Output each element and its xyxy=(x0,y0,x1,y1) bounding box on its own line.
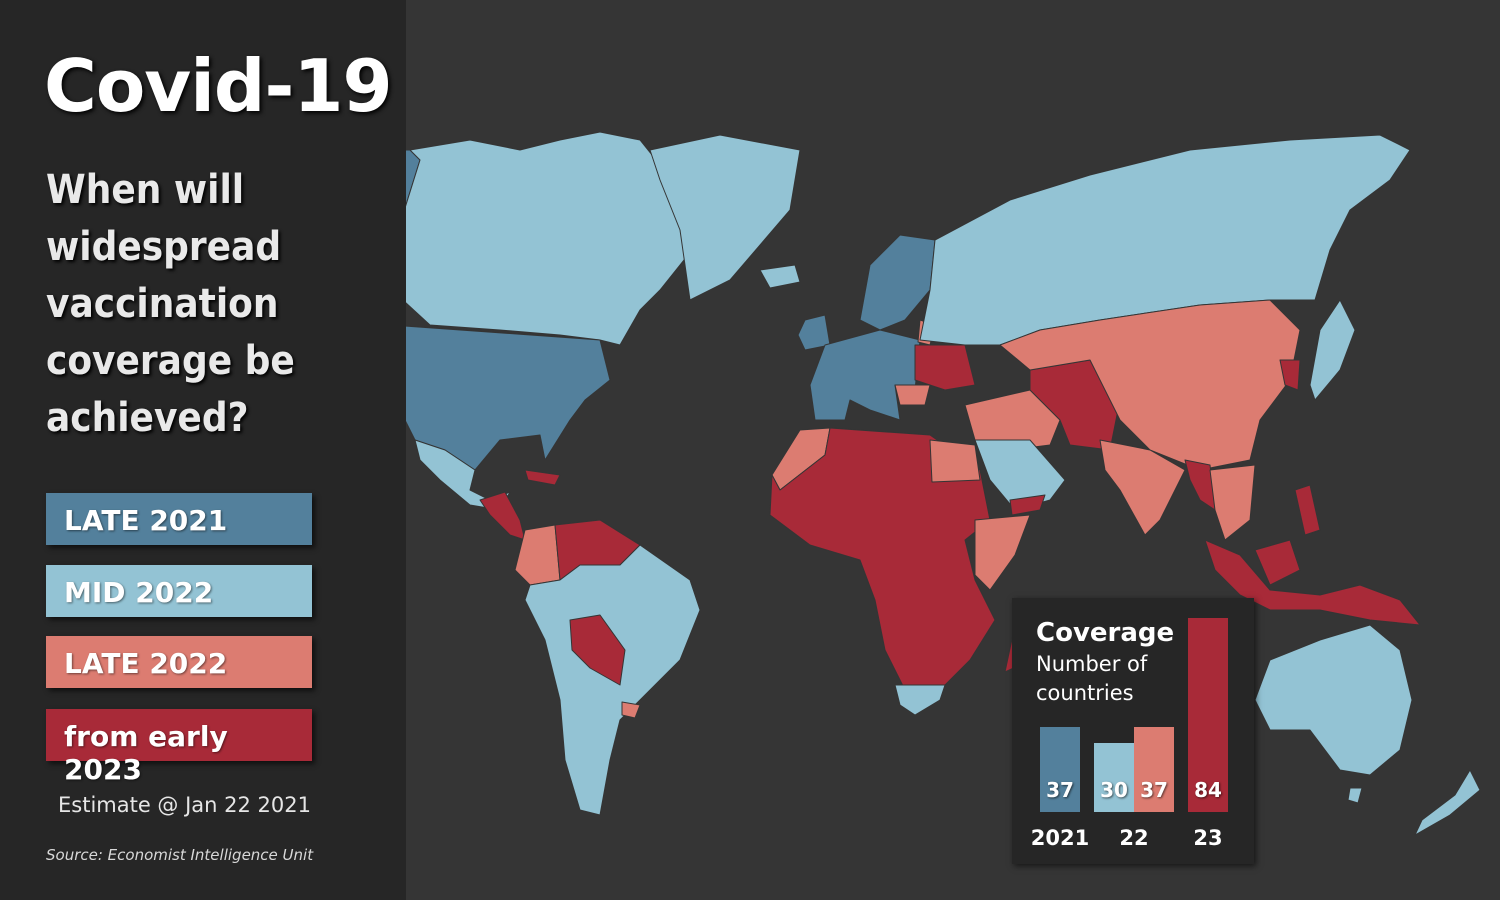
world-map xyxy=(406,131,1481,836)
map-region-new-zealand xyxy=(1414,769,1481,836)
map-region-australia xyxy=(1254,624,1413,776)
map-region-japan xyxy=(1309,299,1356,401)
coverage-bar-value: 37 xyxy=(1140,778,1168,802)
map-region-india xyxy=(1099,439,1186,536)
coverage-bar-from-early-2023: 84 xyxy=(1188,618,1228,812)
map-region-scandinavia xyxy=(859,234,936,331)
legend-label: from early 2023 xyxy=(64,720,228,786)
map-region-arabian-peninsula xyxy=(974,439,1066,511)
coverage-chart: Coverage Number of countries 37 30 37 84… xyxy=(1012,598,1254,864)
map-region-central-america xyxy=(479,491,526,541)
legend-late-2022: LATE 2022 xyxy=(46,636,312,688)
map-region-uk-ireland xyxy=(797,314,831,351)
map-region-bolivia-paraguay xyxy=(569,614,626,686)
legend-mid-2022: MID 2022 xyxy=(46,565,312,617)
map-region-canada xyxy=(406,131,701,346)
map-region-yemen xyxy=(1009,494,1046,516)
map-region-china xyxy=(999,299,1301,471)
page-title: Covid-19 xyxy=(44,44,393,128)
estimate-note: Estimate @ Jan 22 2021 xyxy=(58,793,311,817)
coverage-year-label: 22 xyxy=(1119,826,1149,850)
map-region-myanmar xyxy=(1184,459,1216,511)
legend-from-early-2023: from early 2023 xyxy=(46,709,312,786)
coverage-bar-late-2022: 37 xyxy=(1134,727,1174,812)
coverage-subtitle: Number of countries xyxy=(1036,652,1148,705)
legend-label: LATE 2022 xyxy=(64,647,228,680)
coverage-bar-value: 30 xyxy=(1100,778,1128,802)
map-region-balkans xyxy=(894,384,931,406)
coverage-title: Coverage xyxy=(1036,618,1175,648)
map-region-philippines xyxy=(1294,484,1321,536)
legend-label: LATE 2021 xyxy=(64,504,228,537)
coverage-bar-mid-2022: 30 xyxy=(1094,743,1134,812)
map-region-horn-of-africa xyxy=(974,514,1031,591)
map-region-mexico xyxy=(414,439,511,511)
map-region-western-europe xyxy=(809,329,921,421)
map-region-ukraine-belarus xyxy=(914,344,976,391)
map-region-tasmania xyxy=(1347,787,1363,804)
coverage-year-label: 23 xyxy=(1193,826,1223,850)
source-note: Source: Economist Intelligence Unit xyxy=(46,846,314,864)
legend-label: MID 2022 xyxy=(64,576,214,609)
sidebar-panel: Covid-19 When will widespread vaccinatio… xyxy=(0,0,406,900)
map-region-caribbean xyxy=(524,469,561,486)
map-region-indonesia xyxy=(1204,539,1421,626)
map-region-thailand xyxy=(1209,464,1256,541)
map-region-russia xyxy=(919,134,1411,346)
coverage-bar-value: 37 xyxy=(1046,778,1074,802)
map-region-iceland xyxy=(759,264,801,289)
coverage-bar-late-2021: 37 xyxy=(1040,727,1080,812)
map-region-southern-africa xyxy=(894,684,946,716)
coverage-bar-value: 84 xyxy=(1194,778,1222,802)
map-region-egypt xyxy=(929,439,981,483)
map-region-greenland xyxy=(649,134,801,301)
legend-late-2021: LATE 2021 xyxy=(46,493,312,545)
coverage-year-label: 2021 xyxy=(1030,826,1090,850)
map-region-uruguay xyxy=(621,701,641,719)
question-text: When will widespread vaccination coverag… xyxy=(46,167,295,441)
map-region-korea xyxy=(1279,359,1301,391)
map-region-borneo xyxy=(1254,539,1301,586)
